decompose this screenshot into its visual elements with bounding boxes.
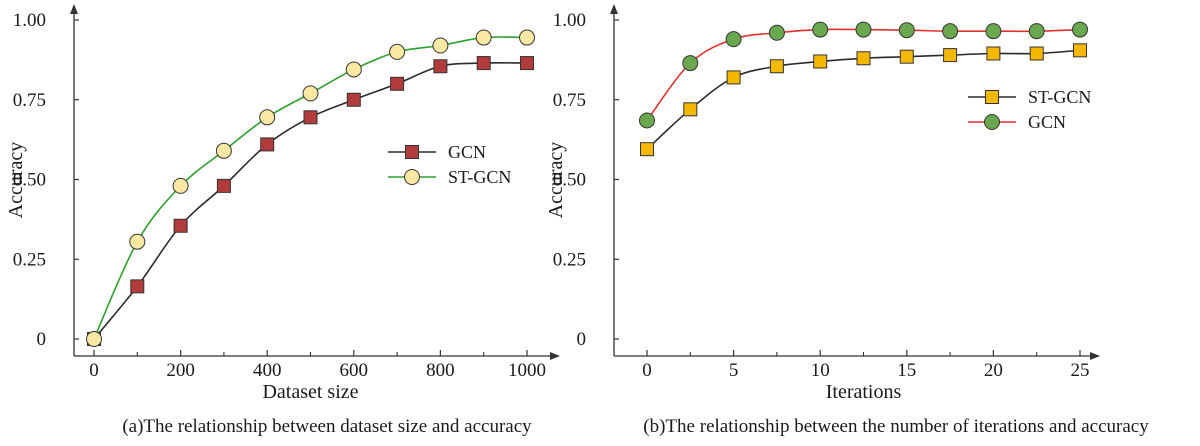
panel-b-series-1-point — [639, 112, 655, 129]
panel-b-series-0-point — [943, 48, 958, 63]
panel-b-series-0-point — [856, 51, 871, 66]
panel-b-legend-label-0: ST-GCN — [1028, 87, 1091, 107]
panel-b-y-tick-label: 0.50 — [553, 170, 586, 191]
panel-a-x-tick-label: 400 — [253, 360, 282, 381]
panel-b-series-1-line — [646, 28, 1081, 121]
panel-b-series-0-point — [899, 49, 914, 64]
panel-b-series-1-point — [855, 21, 872, 38]
panel-a-y-tick-label: 0 — [37, 329, 47, 350]
panel-a-series-0-point — [476, 56, 491, 71]
panel-a-series-0-point — [433, 59, 448, 74]
panel-b-series-1-point — [985, 23, 1002, 40]
panel-a-series-0-point — [260, 137, 275, 152]
panel-a-series-0-point — [216, 178, 231, 193]
panel-a-legend-label-0: GCN — [448, 142, 486, 162]
panel-b-series-0-point — [640, 142, 654, 157]
panel-b-x-tick-label: 0 — [642, 360, 652, 381]
panel-b-series-0-point — [813, 54, 828, 69]
panel-b-x-tick-label: 5 — [729, 360, 739, 381]
panel-a-series-1-point — [519, 29, 535, 46]
panel-b-series-0-point — [726, 70, 741, 85]
panel-a-x-axis-arrow — [550, 352, 560, 360]
panel-b-series-1-point — [725, 31, 742, 48]
panel-b-legend-marker-1 — [984, 114, 1000, 130]
panel-b-iterations-chart: 0 0.25 0.50 0.75 1.00 0 5 10 15 20 25 Accuracy Itera… — [545, 4, 1149, 437]
panel-b-series-1-point — [768, 24, 785, 41]
panel-a-x-tick-label: 600 — [340, 360, 369, 381]
panel-b-x-tick-label: 15 — [897, 360, 916, 381]
panel-a-legend-marker-1 — [404, 169, 420, 185]
panel-b-x-tick-label: 10 — [811, 360, 830, 381]
panel-a-series-0-point — [303, 110, 318, 125]
panel-b-y-axis-arrow — [610, 4, 618, 14]
panel-a-y-axis-arrow — [70, 4, 78, 14]
panel-b-series-1-point — [898, 22, 915, 39]
panel-a-y-tick-label: 0.50 — [13, 170, 46, 191]
panel-b-series-0-point — [1029, 46, 1044, 61]
panel-a-series-1-point — [129, 233, 146, 250]
panel-b-x-tick-label: 20 — [984, 360, 1003, 381]
panel-a-series-1-point — [475, 29, 492, 46]
panel-b-x-axis-label: Iterations — [826, 381, 902, 403]
panel-b-series-0-point — [769, 59, 784, 74]
panel-a-dataset-size-chart: 0 0.25 0.50 0.75 1.00 0 200 400 600 800 1000 Accura… — [5, 4, 560, 437]
panel-b-x-axis-arrow — [1090, 352, 1100, 360]
panel-a-x-tick-label: 0 — [89, 360, 99, 381]
panel-b-y-axis-label: Accuracy — [545, 142, 567, 219]
panel-a-legend-marker-0 — [405, 145, 419, 159]
panel-a-series-1-point — [432, 37, 449, 54]
panel-b-legend-marker-0 — [985, 90, 999, 104]
panel-b-legend-label-1: GCN — [1028, 112, 1066, 132]
panel-a-series-1-point — [86, 331, 102, 347]
panel-a-series-0-point — [520, 56, 534, 71]
panel-b-series-1-point — [812, 21, 829, 38]
panel-a-series-0-point — [173, 218, 188, 233]
panel-a-x-axis-label: Dataset size — [262, 381, 358, 403]
panel-a-y-axis-label: Accuracy — [5, 142, 27, 219]
panel-a-series-1-point — [215, 142, 232, 159]
panel-a-y-tick-label: 0.25 — [13, 249, 46, 270]
panel-b-series-1-point — [1072, 21, 1088, 38]
panel-a-series-0-line — [93, 62, 528, 340]
panel-a-series-0-point — [390, 76, 405, 91]
panel-b-y-tick-label: 0.75 — [553, 90, 586, 111]
panel-a-caption: (a)The relationship between dataset size… — [122, 416, 532, 437]
panel-a-series-1-point — [172, 177, 189, 194]
panel-b-y-tick-label: 1.00 — [553, 10, 586, 31]
panel-b-series-0-point — [1073, 43, 1087, 58]
panel-a-series-1-line — [93, 36, 528, 340]
panel-a-legend-label-1: ST-GCN — [448, 167, 511, 187]
panel-a-series-1-point — [302, 85, 319, 102]
panel-a-y-tick-label: 0.75 — [13, 90, 46, 111]
panel-b-series-1-point — [1028, 23, 1045, 40]
panel-b-x-tick-label: 25 — [1071, 360, 1090, 381]
panel-b-series-1-point — [942, 23, 959, 40]
panel-b-y-tick-label: 0 — [577, 329, 587, 350]
panel-b-series-0-point — [986, 46, 1001, 61]
panel-a-series-0-point — [346, 92, 361, 107]
panel-a-x-tick-label: 1000 — [508, 360, 546, 381]
panel-a-series-1-point — [345, 61, 362, 78]
panel-a-x-tick-label: 800 — [426, 360, 455, 381]
panel-a-y-tick-label: 1.00 — [13, 10, 46, 31]
panel-b-y-tick-label: 0.25 — [553, 249, 586, 270]
panel-a-series-1-point — [389, 43, 406, 60]
panel-b-caption: (b)The relationship between the number o… — [643, 416, 1149, 437]
panel-a-series-1-point — [259, 109, 276, 126]
panel-a-series-0-point — [130, 279, 145, 294]
panel-a-x-tick-label: 200 — [166, 360, 195, 381]
panel-b-series-1-point — [682, 55, 699, 72]
panel-b-series-0-point — [683, 102, 698, 117]
